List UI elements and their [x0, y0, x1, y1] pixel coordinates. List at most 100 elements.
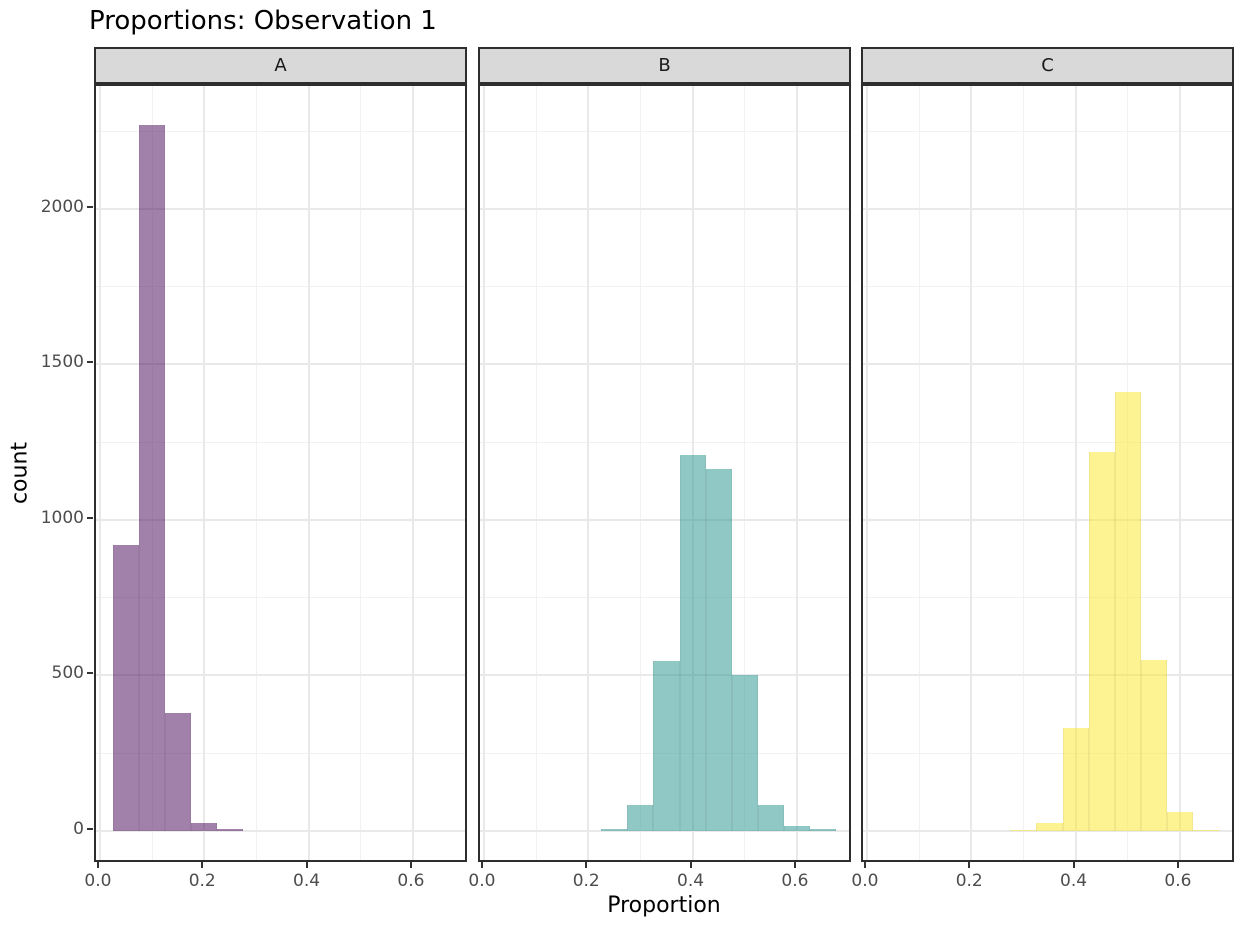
gridline-y-minor: [863, 441, 1232, 443]
gridline-y-minor: [480, 286, 849, 288]
gridline-y-major: [480, 830, 849, 833]
histogram-bar: [1088, 451, 1115, 831]
x-axis-tick: [201, 862, 204, 868]
y-axis-tick-label: 0: [73, 819, 84, 840]
histogram-bar: [627, 804, 654, 832]
y-axis-tick-label: 2000: [40, 196, 84, 217]
facet-strip-c: C: [861, 47, 1234, 84]
histogram-bar: [139, 124, 166, 832]
gridline-x-major: [307, 86, 310, 860]
x-axis-tick-label: 0.2: [572, 871, 600, 891]
facet-strip-label: C: [1041, 55, 1054, 76]
histogram-bar: [1036, 823, 1063, 831]
gridline-y-minor: [863, 130, 1232, 132]
gridline-x-minor: [848, 86, 849, 860]
chart-title: Proportions: Observation 1: [89, 6, 437, 36]
gridline-y-major: [96, 363, 465, 366]
y-axis-tick: [87, 672, 93, 675]
histogram-bar: [1166, 812, 1193, 832]
gridline-y-minor: [863, 286, 1232, 288]
x-axis-tick: [585, 862, 588, 868]
x-axis-tick: [863, 862, 866, 868]
facet-panel-a: [94, 84, 467, 862]
gridline-x-minor: [744, 86, 746, 860]
x-axis-tick-label: 0.4: [677, 871, 705, 891]
histogram-bar: [165, 712, 192, 832]
x-axis-tick: [1072, 862, 1075, 868]
gridline-y-major: [480, 518, 849, 521]
x-axis-tick-label: 0.6: [1164, 871, 1192, 891]
x-axis-title: Proportion: [607, 893, 721, 918]
gridline-y-major: [96, 207, 465, 210]
x-axis-tick: [96, 862, 99, 868]
histogram-bar: [601, 829, 628, 832]
histogram-bar: [809, 829, 837, 832]
gridline-y-minor: [863, 752, 1232, 754]
facet-panel-b: [478, 84, 851, 862]
x-axis-tick-label: 0.2: [955, 871, 983, 891]
facet-strip-b: B: [478, 47, 851, 84]
x-axis-tick-label: 0.0: [84, 871, 112, 891]
y-axis-title: count: [7, 441, 33, 505]
gridline-y-major: [863, 363, 1232, 366]
gridline-y-minor: [480, 130, 849, 132]
facet-panel-c: [861, 84, 1234, 862]
facet-strip-label: A: [274, 55, 287, 76]
x-axis-tick-label: 0.2: [188, 871, 216, 891]
x-axis-tick-label: 0.6: [397, 871, 425, 891]
x-axis-tick-label: 0.4: [1060, 871, 1088, 891]
y-axis-tick-label: 500: [51, 663, 84, 684]
x-axis-tick-label: 0.0: [851, 871, 879, 891]
gridline-y-major: [863, 674, 1232, 677]
gridline-y-minor: [96, 286, 465, 288]
y-axis-tick: [87, 516, 93, 519]
gridline-y-major: [96, 674, 465, 677]
x-axis-tick: [409, 862, 412, 868]
x-axis-tick: [689, 862, 692, 868]
gridline-y-major: [863, 518, 1232, 521]
gridline-x-major: [865, 86, 868, 860]
x-axis-tick: [305, 862, 308, 868]
histogram-bar: [653, 661, 680, 832]
gridline-y-minor: [480, 441, 849, 443]
x-axis-tick-label: 0.0: [468, 871, 496, 891]
gridline-y-minor: [96, 752, 465, 754]
facet-strip-a: A: [94, 47, 467, 84]
y-axis-tick: [87, 361, 93, 364]
histogram-bar: [1062, 728, 1089, 831]
gridline-x-major: [98, 86, 101, 860]
y-axis-tick-label: 1000: [40, 507, 84, 528]
x-axis-tick-label: 0.4: [293, 871, 321, 891]
histogram-bar: [1114, 392, 1141, 832]
gridline-x-minor: [255, 86, 257, 860]
histogram-bar: [731, 675, 758, 832]
gridline-y-minor: [96, 441, 465, 443]
histogram-bar: [679, 454, 706, 831]
gridline-y-minor: [480, 597, 849, 599]
x-axis-tick: [1176, 862, 1179, 868]
x-axis-tick-label: 0.6: [781, 871, 809, 891]
histogram-bar: [112, 544, 140, 832]
gridline-x-minor: [918, 86, 920, 860]
histogram-bar: [1192, 830, 1220, 831]
x-axis-tick: [793, 862, 796, 868]
gridline-x-minor: [1022, 86, 1024, 860]
gridline-x-major: [587, 86, 590, 860]
gridline-x-minor: [464, 86, 465, 860]
gridline-x-major: [1178, 86, 1181, 860]
y-axis-tick-label: 1500: [40, 352, 84, 373]
gridline-x-minor: [1231, 86, 1232, 860]
histogram-bar: [705, 468, 732, 831]
histogram-bar: [191, 823, 218, 831]
histogram-bar: [757, 804, 784, 832]
histogram-bar: [1010, 830, 1037, 831]
gridline-x-major: [411, 86, 414, 860]
gridline-x-minor: [360, 86, 362, 860]
gridline-y-minor: [863, 597, 1232, 599]
gridline-y-major: [96, 518, 465, 521]
gridline-y-major: [480, 207, 849, 210]
gridline-y-major: [863, 830, 1232, 833]
y-axis-tick: [87, 828, 93, 831]
gridline-x-major: [482, 86, 485, 860]
